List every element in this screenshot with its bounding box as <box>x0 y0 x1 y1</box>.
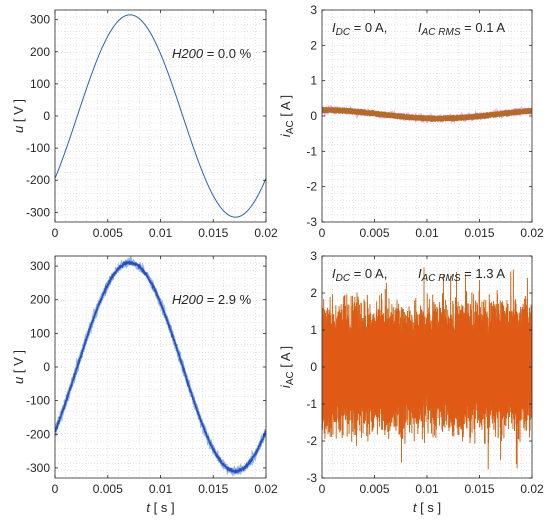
x-tick-label: 0.01 <box>149 482 173 496</box>
grid <box>55 10 266 222</box>
series-group <box>55 256 266 478</box>
x-tick-label: 0.015 <box>198 482 228 496</box>
y-tick-label: 1 <box>310 74 317 88</box>
h200-annotation: H200 = 0.0 % <box>172 46 252 61</box>
x-tick-label: 0 <box>319 226 326 240</box>
x-tick-label: 0.005 <box>359 482 389 496</box>
y-tick-label: -1 <box>306 397 317 411</box>
x-tick-label: 0.015 <box>198 226 228 240</box>
series-line-0 <box>55 259 266 475</box>
y-tick-label: 200 <box>30 45 50 59</box>
series-group <box>322 105 532 125</box>
y-tick-label: -1 <box>306 144 317 158</box>
x-tick-label: 0.01 <box>415 482 439 496</box>
panel-1: 0 0.005 0.01 0.015 0.02 300 200 100 0 -100 -200 -30… <box>11 9 278 240</box>
y-tick-label: -300 <box>26 205 50 219</box>
x-axis-label: t [ s ] <box>146 500 174 515</box>
x-tick-label: 0 <box>319 482 326 496</box>
y-tick-label: 0 <box>43 109 50 123</box>
y-tick-label: 0 <box>43 360 50 374</box>
y-tick-label: 300 <box>30 259 50 273</box>
y-tick-label: 0 <box>310 109 317 123</box>
y-tick-label: -100 <box>26 394 50 408</box>
x-tick-label: 0.01 <box>415 226 439 240</box>
series-line-0 <box>55 14 266 218</box>
y-tick-label: -2 <box>306 180 317 194</box>
y-tick-label: 2 <box>310 38 317 52</box>
x-tick-label: 0.02 <box>254 226 278 240</box>
iac-rms-annotation: IAC RMS = 0.1 A <box>418 20 505 38</box>
idc-annotation: IDC = 0 A, <box>332 20 387 38</box>
series-line-0 <box>322 267 532 470</box>
series-group <box>55 14 266 218</box>
y-axis-label: iAC [ A ] <box>278 346 296 388</box>
y-tick-label: 1 <box>310 323 317 337</box>
y-tick-label: -3 <box>306 215 317 229</box>
y-tick-label: 3 <box>310 249 317 263</box>
y-tick-label: -2 <box>306 434 317 448</box>
y-tick-label: -200 <box>26 173 50 187</box>
y-axis-label: u [ V ] <box>11 350 26 384</box>
x-tick-label: 0.005 <box>359 226 389 240</box>
y-tick-label: 100 <box>30 77 50 91</box>
y-axis-label: u [ V ] <box>11 99 26 133</box>
x-axis-label: t [ s ] <box>413 500 441 515</box>
panel-2: 0 0.005 0.01 0.015 0.02 3 2 1 0 -1 -2 -3 iAC [ A ] ID… <box>278 3 544 240</box>
x-tick-label: 0 <box>52 226 59 240</box>
y-tick-label: 3 <box>310 3 317 17</box>
series-group <box>322 267 532 470</box>
y-tick-label: 0 <box>310 360 317 374</box>
x-tick-label: 0.015 <box>464 482 494 496</box>
series-line-0 <box>322 106 532 122</box>
y-tick-label: -3 <box>306 471 317 485</box>
y-tick-label: 100 <box>30 326 50 340</box>
x-tick-label: 0.005 <box>93 482 123 496</box>
h200-annotation: H200 = 2.9 % <box>172 292 252 307</box>
y-tick-label: -200 <box>26 427 50 441</box>
x-tick-label: 0.02 <box>254 482 278 496</box>
idc-annotation: IDC = 0 A, <box>332 266 387 284</box>
x-tick-label: 0.02 <box>520 482 544 496</box>
x-tick-label: 0.015 <box>464 226 494 240</box>
y-tick-label: 200 <box>30 293 50 307</box>
iac-rms-annotation: IAC RMS = 1.3 A <box>418 266 505 284</box>
panel-4: 0 0.005 0.01 0.015 0.02 3 2 1 0 -1 -2 -3 iAC [ A ] t … <box>278 249 544 515</box>
panel-3: 0 0.005 0.01 0.015 0.02 300 200 100 0 -100 -200 -30… <box>11 255 278 515</box>
x-tick-label: 0.005 <box>93 226 123 240</box>
x-tick-label: 0.01 <box>149 226 173 240</box>
y-tick-label: -300 <box>26 461 50 475</box>
x-tick-label: 0 <box>52 482 59 496</box>
x-tick-label: 0.02 <box>520 226 544 240</box>
y-tick-label: 2 <box>310 286 317 300</box>
y-tick-label: -100 <box>26 141 50 155</box>
y-tick-label: 300 <box>30 13 50 27</box>
y-axis-label: iAC [ A ] <box>278 95 296 137</box>
